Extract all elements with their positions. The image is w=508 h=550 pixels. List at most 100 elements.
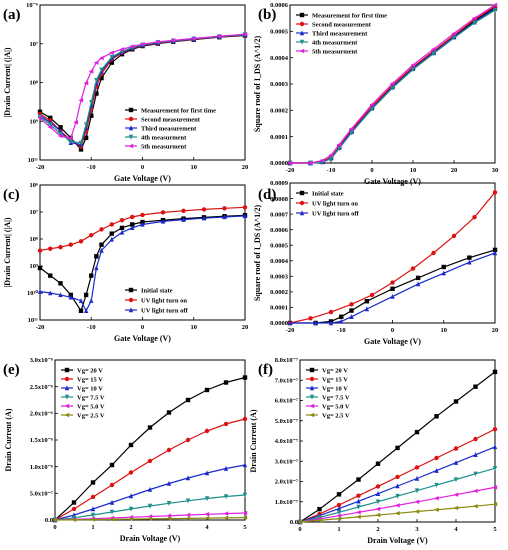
legend-entry: UV light turn off [312, 210, 359, 217]
x-tick-label: 5 [493, 526, 497, 533]
data-point [48, 122, 53, 128]
legend-marker [309, 367, 315, 373]
data-point [83, 122, 89, 128]
y-tick-label: 10⁷ [30, 209, 39, 216]
data-point [201, 215, 207, 221]
data-point [90, 480, 96, 485]
data-point [109, 50, 114, 55]
data-point [375, 461, 381, 466]
data-point [414, 509, 420, 514]
data-point [90, 517, 96, 522]
data-point [336, 510, 342, 515]
data-point [349, 308, 354, 313]
data-point [348, 126, 354, 131]
data-point [328, 320, 334, 326]
data-point [109, 222, 114, 227]
data-point [128, 442, 134, 448]
data-point [410, 62, 416, 68]
data-point [242, 462, 248, 468]
data-point [48, 290, 53, 296]
data-point [242, 213, 248, 219]
data-point [316, 518, 322, 523]
data-point [451, 233, 457, 239]
data-point [328, 309, 334, 315]
data-point [147, 516, 153, 522]
data-point [78, 147, 84, 152]
data-point [109, 499, 115, 505]
data-point [94, 78, 99, 83]
data-point [222, 206, 227, 211]
legend-marker [309, 403, 315, 409]
data-point [223, 421, 229, 427]
data-point [58, 244, 63, 250]
panel-label: (f) [258, 362, 273, 378]
y-tick-label: 0.0 [290, 519, 298, 526]
data-point [223, 494, 229, 500]
data-point [58, 281, 63, 286]
data-point [98, 55, 104, 61]
data-point [37, 248, 43, 253]
x-tick-label: -20 [36, 164, 45, 171]
y-tick-label: 10⁹ [30, 263, 39, 270]
data-point [453, 505, 459, 511]
data-point [242, 416, 248, 422]
y-tick-label: 2.0x10⁻⁷ [275, 479, 298, 486]
legend-marker [299, 21, 305, 27]
legend-marker [299, 12, 305, 18]
data-point [356, 493, 361, 498]
data-point [395, 493, 400, 499]
data-point [90, 494, 96, 500]
data-point [242, 510, 248, 516]
legend: Initial state UV light turn on UV light tu… [125, 287, 188, 314]
data-point [83, 292, 89, 298]
data-point [492, 250, 498, 256]
data-point [336, 502, 342, 508]
legend-marker [64, 367, 70, 373]
data-point [395, 445, 400, 451]
series-2 [287, 250, 498, 326]
data-point [185, 475, 191, 481]
legend-entry: 5th measurment [141, 143, 187, 150]
data-point [185, 516, 191, 521]
data-point [471, 15, 477, 21]
data-point [356, 498, 361, 504]
data-point [242, 205, 248, 210]
data-point [336, 513, 342, 518]
x-tick-label: 1 [91, 524, 94, 531]
data-point [356, 504, 361, 510]
panel-label: (e) [3, 362, 20, 378]
data-point [71, 517, 77, 522]
data-point [415, 275, 421, 281]
data-point [336, 505, 342, 511]
data-point [287, 160, 293, 166]
data-point [73, 120, 79, 125]
data-point [94, 91, 99, 96]
legend-marker [128, 297, 134, 303]
data-point [109, 482, 115, 488]
series-0 [287, 247, 498, 326]
y-tick-label: 0.0003 [270, 274, 289, 281]
legend-marker [128, 116, 134, 122]
data-point [430, 47, 436, 52]
data-point [223, 511, 229, 516]
x-tick-label: 1 [337, 526, 340, 533]
data-point [109, 462, 115, 468]
data-point [160, 218, 166, 224]
x-tick-label: -20 [36, 324, 45, 331]
y-tick-label: 0.0006 [270, 227, 289, 234]
data-point [473, 471, 478, 477]
data-point [109, 54, 114, 60]
data-point [364, 299, 370, 304]
data-point [166, 410, 172, 415]
data-point [58, 292, 63, 298]
data-point [204, 512, 210, 517]
data-point [89, 100, 94, 105]
x-axis-label: Gate Voltage (V) [364, 177, 421, 186]
data-point [147, 425, 153, 430]
data-point [139, 41, 145, 47]
series-5 [52, 515, 248, 523]
data-point [99, 227, 104, 232]
data-point [336, 142, 342, 147]
series-4 [297, 485, 498, 525]
panel-e: (e) 0 1 2 3 4 5 0.0 5.0x10⁻⁷ 1.0x10⁻⁶ 1.5x10⁻⁶ 2.0x… [3, 357, 247, 543]
